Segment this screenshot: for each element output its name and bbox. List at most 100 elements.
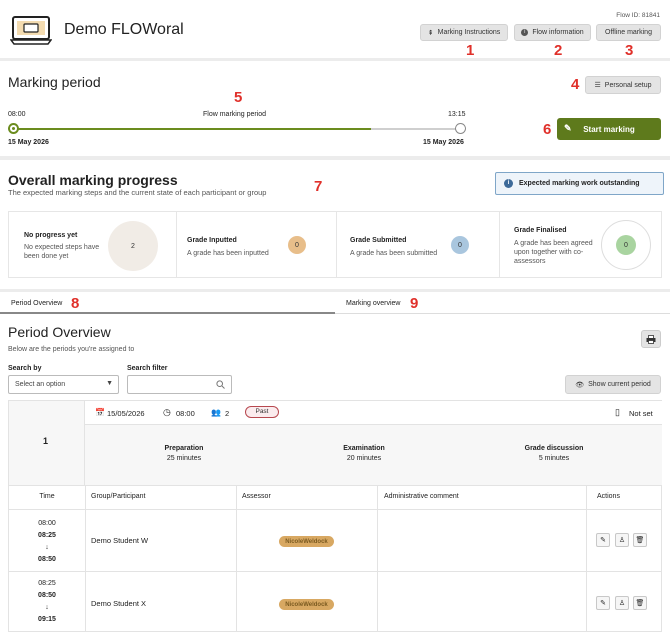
col-divider (85, 485, 86, 632)
phases-area (85, 425, 662, 485)
phase-preparation: Preparation 25 minutes (164, 445, 204, 462)
badge-icon: ♙ (618, 537, 626, 544)
period-date: 15/05/2026 (107, 409, 145, 418)
edit-button[interactable]: ✎ (596, 533, 610, 547)
app-logo (9, 16, 53, 46)
edit-icon: ✎ (600, 537, 606, 544)
progress-card-grade-finalised: Grade Finalised A grade has been agreed … (499, 211, 662, 278)
printer-icon (646, 334, 656, 344)
count-circle: 2 (108, 221, 158, 271)
period-track (13, 128, 461, 130)
period-end-date: 15 May 2026 (423, 139, 464, 146)
search-filter-label: Search filter (127, 365, 168, 372)
progress-card-grade-inputted: Grade Inputted A grade has been inputted… (176, 211, 336, 278)
marking-instructions-button[interactable]: ⇞ Marking Instructions (420, 24, 508, 41)
column-actions: Actions (597, 493, 620, 500)
row-divider (9, 571, 662, 572)
delete-button[interactable]: 🗑 (633, 533, 647, 547)
overall-subtitle: The expected marking steps and the curre… (8, 188, 267, 197)
divider (0, 156, 670, 160)
col-divider (377, 485, 378, 632)
marker-6: 6 (543, 121, 552, 138)
search-by-label: Search by (8, 365, 42, 372)
flow-information-button[interactable]: i Flow information (514, 24, 591, 41)
column-time: Time (39, 493, 55, 500)
assessor-badge: NicoleWeldock (279, 599, 334, 610)
marking-period-title: Marking period (8, 74, 101, 90)
count-circle-outline: 0 (601, 220, 651, 270)
app-title: Demo FLOWoral (64, 21, 184, 38)
participant-name: Demo Student W (91, 536, 149, 545)
marker-3: 3 (625, 42, 634, 59)
period-start-date: 15 May 2026 (8, 139, 49, 146)
edit-button[interactable]: ✎ (596, 596, 610, 610)
period-overview-title: Period Overview (8, 324, 111, 340)
marker-5: 5 (234, 89, 243, 106)
table-row: 08:00 08:25 ↓ 08:50 Demo Student W Nicol… (9, 510, 662, 571)
period-header-bar (85, 401, 662, 425)
overall-title: Overall marking progress (8, 172, 178, 188)
count-circle: 0 (451, 236, 469, 254)
trash-icon: 🗑 (635, 537, 645, 544)
period-overview-subtitle: Below are the periods you're assigned to (8, 346, 135, 353)
count-circle: 0 (288, 236, 306, 254)
assessor-button[interactable]: ♙ (615, 596, 629, 610)
marker-2: 2 (554, 42, 563, 59)
period-number: 1 (43, 436, 49, 446)
calendar-icon: 📅 (95, 408, 105, 417)
arrow-down-icon: ↓ (45, 604, 49, 611)
tab-marking-overview[interactable]: Marking overview (335, 294, 670, 314)
status-badge: Past (245, 406, 279, 418)
marker-9: 9 (410, 295, 419, 312)
delete-button[interactable]: 🗑 (633, 596, 647, 610)
trash-icon: 🗑 (635, 600, 645, 607)
menu-icon: ☰ (594, 82, 601, 89)
badge-icon: ♙ (618, 600, 626, 607)
personal-setup-button[interactable]: ☰ Personal setup (585, 76, 661, 94)
search-filter-input[interactable] (127, 375, 232, 394)
table-row: 08:25 08:50 ↓ 09:15 Demo Student X Nicol… (9, 572, 662, 632)
participant-name: Demo Student X (91, 599, 147, 608)
assessor-badge: NicoleWeldock (279, 536, 334, 547)
period-end-dot (455, 123, 466, 134)
document-icon: ▯ (615, 407, 620, 417)
info-icon: i (521, 29, 529, 36)
arrow-down-icon: ↓ (45, 544, 49, 551)
edit-icon: ✎ (600, 600, 606, 607)
row-times: 08:00 08:25 ↓ 08:50 (9, 518, 85, 566)
not-set-label: Not set (629, 409, 653, 418)
offline-marking-button[interactable]: Offline marking (596, 24, 661, 41)
caret-down-icon: ▼ (106, 380, 113, 387)
row-divider (9, 509, 662, 510)
phase-examination: Examination 20 minutes (343, 445, 385, 462)
period-label: Flow marking period (203, 111, 267, 118)
eye-icon: 👁 (575, 381, 585, 389)
row-times: 08:25 08:50 ↓ 09:15 (9, 578, 85, 626)
period-number-cell (9, 401, 85, 485)
marker-4: 4 (571, 76, 580, 93)
marker-7: 7 (314, 178, 323, 195)
column-assessor: Assessor (242, 493, 271, 500)
column-comment: Administrative comment (384, 493, 459, 500)
progress-card-grade-submitted: Grade Submitted A grade has been submitt… (336, 211, 499, 278)
period-table: 1 📅 15/05/2026 ◷ 08:00 👥 2 Past ▯ Not se… (8, 400, 662, 632)
clock-icon: ◷ (163, 407, 171, 417)
show-current-period-button[interactable]: 👁 Show current period (565, 375, 661, 394)
row-divider (9, 485, 662, 486)
marker-8: 8 (71, 295, 80, 312)
search-by-select[interactable]: Select an option ▼ (8, 375, 119, 394)
assessor-button[interactable]: ♙ (615, 533, 629, 547)
period-progress-fill (13, 128, 372, 130)
period-start-dot (8, 123, 19, 134)
print-button[interactable] (641, 330, 661, 348)
column-group: Group/Participant (91, 493, 146, 500)
tab-period-overview[interactable]: Period Overview (0, 294, 335, 314)
period-time: 08:00 (176, 409, 195, 418)
phase-grade-discussion: Grade discussion 5 minutes (524, 445, 584, 462)
pencil-icon: ✎ (564, 123, 572, 133)
divider (0, 289, 670, 292)
info-box: i Expected marking work outstanding (495, 172, 664, 195)
participant-count: 2 (225, 409, 230, 418)
marker-1: 1 (466, 42, 475, 59)
start-marking-button[interactable]: ✎ Start marking (557, 118, 661, 140)
